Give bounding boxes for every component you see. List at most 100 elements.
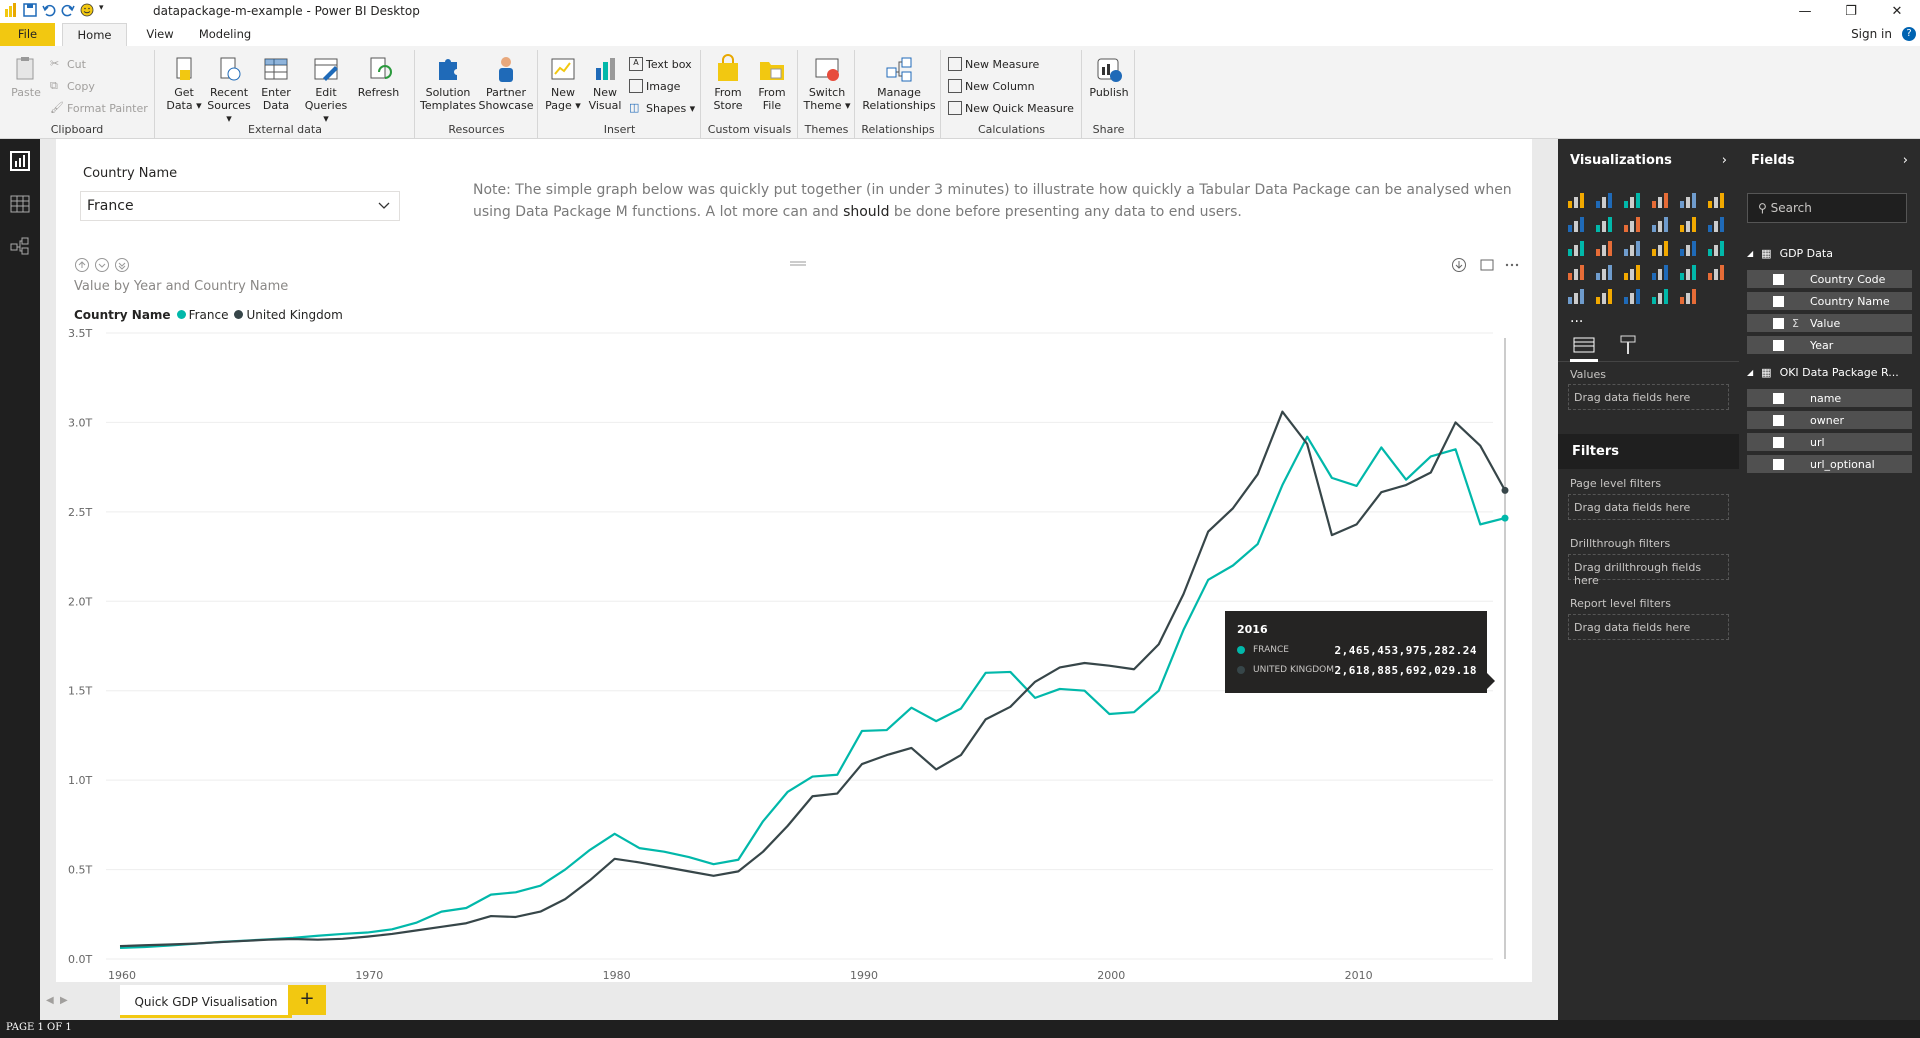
legend-item-france[interactable]: France: [176, 308, 228, 322]
treemap-visual-icon[interactable]: [1678, 239, 1698, 257]
report-filters-drop-zone[interactable]: Drag data fields here: [1568, 614, 1729, 640]
ribbon-visual-icon[interactable]: [1706, 215, 1726, 233]
partner-showcase-button[interactable]: Partner Showcase: [478, 54, 534, 112]
smiley-feedback-icon[interactable]: [80, 3, 94, 17]
field-checkbox[interactable]: [1773, 392, 1784, 404]
shapes-button[interactable]: ◫ Shapes ▾: [629, 99, 695, 117]
matrix-visual-icon[interactable]: [1622, 287, 1642, 305]
get-data-button[interactable]: Get Data ▾: [164, 54, 204, 112]
slicer-visual-icon[interactable]: [1566, 287, 1586, 305]
100pct-bar-visual-icon[interactable]: [1678, 191, 1698, 209]
field-checkbox[interactable]: [1773, 295, 1784, 307]
sign-in-link[interactable]: Sign in: [1851, 27, 1892, 41]
focus-mode-icon[interactable]: [1479, 257, 1495, 273]
stacked-area-visual-icon[interactable]: [1622, 215, 1642, 233]
recent-sources-button[interactable]: Recent Sources ▾: [206, 54, 252, 125]
funnel-visual-icon[interactable]: [1594, 263, 1614, 281]
line-column-visual-icon[interactable]: [1650, 215, 1670, 233]
cut-button[interactable]: ✂ Cut: [50, 55, 86, 73]
multi-row-card-visual-icon[interactable]: [1678, 263, 1698, 281]
kpi-visual-icon[interactable]: [1706, 263, 1726, 281]
enter-data-button[interactable]: Enter Data: [256, 54, 296, 112]
edit-queries-button[interactable]: Edit Queries ▾: [301, 54, 351, 125]
stacked-bar-visual-icon[interactable]: [1566, 191, 1586, 209]
legend-item-united-kingdom[interactable]: United Kingdom: [234, 308, 343, 322]
page-tab-quick-gdp[interactable]: Quick GDP Visualisation: [120, 985, 292, 1018]
globe-visual-icon[interactable]: [1678, 287, 1698, 305]
country-slicer-dropdown[interactable]: France: [80, 191, 400, 221]
field-owner[interactable]: owner: [1747, 411, 1912, 429]
field-checkbox[interactable]: [1773, 458, 1784, 470]
field-checkbox[interactable]: [1773, 339, 1784, 351]
format-paint-roller-tab[interactable]: [1614, 328, 1642, 362]
field-country-code[interactable]: Country Code: [1747, 270, 1912, 288]
gauge-visual-icon[interactable]: [1622, 263, 1642, 281]
donut-visual-icon[interactable]: [1650, 239, 1670, 257]
redo-icon[interactable]: [61, 3, 75, 17]
field-year[interactable]: Year: [1747, 336, 1912, 354]
drill-mode-icon[interactable]: [1451, 257, 1467, 273]
from-file-button[interactable]: From File: [752, 54, 792, 112]
field-checkbox[interactable]: [1773, 317, 1784, 329]
field-url-optional[interactable]: url_optional: [1747, 455, 1912, 473]
solution-templates-button[interactable]: Solution Templates: [420, 54, 476, 112]
table-visual-icon[interactable]: [1594, 287, 1614, 305]
line-clustered-visual-icon[interactable]: [1678, 215, 1698, 233]
field-country-name[interactable]: Country Name: [1747, 292, 1912, 310]
100pct-column-visual-icon[interactable]: [1706, 191, 1726, 209]
undo-icon[interactable]: [42, 3, 56, 17]
add-page-button[interactable]: +: [288, 985, 326, 1015]
restore-icon[interactable]: ❐: [1845, 4, 1857, 19]
stacked-column-visual-icon[interactable]: [1594, 191, 1614, 209]
save-icon[interactable]: [23, 3, 37, 17]
minimize-icon[interactable]: —: [1798, 4, 1812, 19]
paste-button[interactable]: Paste: [6, 54, 46, 99]
field-checkbox[interactable]: [1773, 436, 1784, 448]
fields-search-input[interactable]: ⚲ Search: [1747, 193, 1907, 223]
field-name[interactable]: name: [1747, 389, 1912, 407]
tab-modeling[interactable]: Modeling: [198, 27, 252, 41]
map-visual-icon[interactable]: [1706, 239, 1726, 257]
page-filters-drop-zone[interactable]: Drag data fields here: [1568, 494, 1729, 520]
collapse-visualizations-icon[interactable]: ›: [1721, 153, 1727, 168]
switch-theme-button[interactable]: Switch Theme ▾: [803, 54, 851, 112]
field-url[interactable]: url: [1747, 433, 1912, 451]
visual-drag-handle-icon[interactable]: [790, 261, 806, 267]
clustered-column-visual-icon[interactable]: [1650, 191, 1670, 209]
text-box-button[interactable]: A Text box: [629, 55, 692, 73]
from-store-button[interactable]: From Store: [708, 54, 748, 112]
image-button[interactable]: Image: [629, 77, 680, 95]
manage-relationships-button[interactable]: Manage Relationships: [860, 54, 938, 112]
field-checkbox[interactable]: [1773, 273, 1784, 285]
collapse-fields-icon[interactable]: ›: [1902, 153, 1908, 168]
publish-button[interactable]: Publish: [1087, 54, 1131, 99]
table-oki-data-package[interactable]: ◢ ▦ OKI Data Package R...: [1747, 366, 1899, 379]
next-page-icon[interactable]: ▶: [60, 995, 68, 1006]
relationships-view-icon[interactable]: [10, 236, 30, 256]
fields-well-tab[interactable]: [1570, 328, 1598, 362]
clustered-bar-visual-icon[interactable]: [1622, 191, 1642, 209]
line-visual-icon[interactable]: [1566, 215, 1586, 233]
filled-map-visual-icon[interactable]: [1566, 263, 1586, 281]
data-view-icon[interactable]: [10, 194, 30, 214]
prev-page-icon[interactable]: ◀: [46, 995, 54, 1006]
field-value[interactable]: Σ Value: [1747, 314, 1912, 332]
copy-button[interactable]: ⧉ Copy: [50, 77, 95, 95]
format-painter-button[interactable]: 🖌 Format Painter: [50, 99, 148, 117]
new-page-button[interactable]: New Page ▾: [543, 54, 583, 112]
pie-visual-icon[interactable]: [1622, 239, 1642, 257]
new-column-button[interactable]: New Column: [948, 77, 1035, 95]
drillthrough-drop-zone[interactable]: Drag drillthrough fields here: [1568, 554, 1729, 587]
tab-view[interactable]: View: [146, 27, 174, 41]
new-quick-measure-button[interactable]: New Quick Measure: [948, 99, 1074, 117]
waterfall-visual-icon[interactable]: [1566, 239, 1586, 257]
tab-home[interactable]: Home: [62, 23, 127, 46]
more-visuals-button[interactable]: ...: [1570, 310, 1584, 326]
values-drop-zone[interactable]: Drag data fields here: [1568, 384, 1729, 410]
refresh-button[interactable]: Refresh: [356, 54, 401, 99]
report-view-icon[interactable]: [10, 151, 30, 171]
r-visual-visual-icon[interactable]: [1650, 287, 1670, 305]
close-icon[interactable]: ✕: [1891, 4, 1903, 19]
area-visual-icon[interactable]: [1594, 215, 1614, 233]
field-checkbox[interactable]: [1773, 414, 1784, 426]
